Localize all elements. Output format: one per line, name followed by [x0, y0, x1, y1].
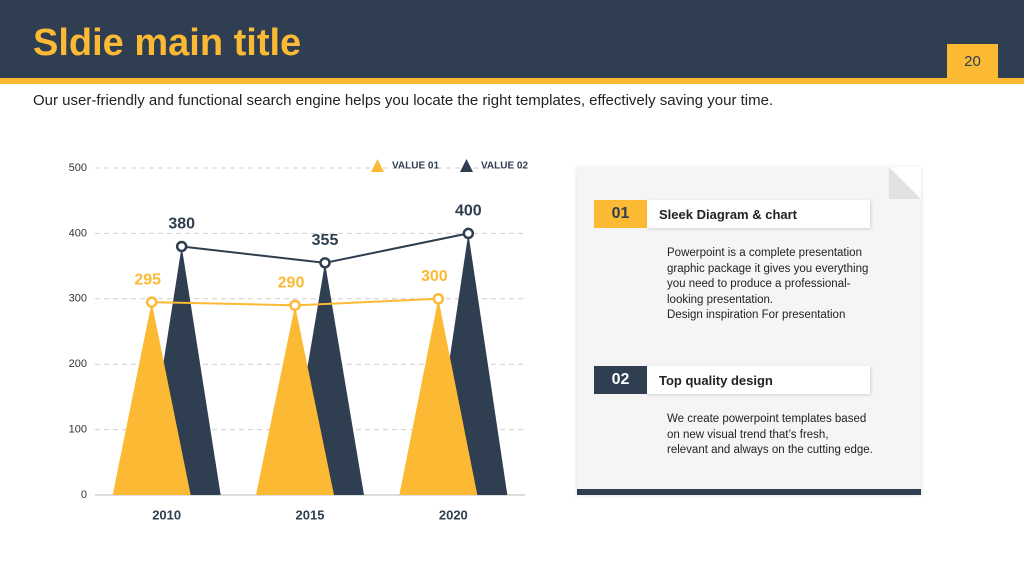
x-tick-label: 2010 — [152, 507, 181, 522]
panel-bottom-bar — [577, 489, 921, 495]
triangle-bar — [256, 305, 334, 495]
item-body-line: you need to produce a professional- — [667, 278, 851, 290]
subtitle: Our user-friendly and functional search … — [33, 92, 774, 109]
header-accent — [0, 78, 1024, 84]
y-tick-label: 0 — [81, 489, 87, 501]
chart: 0 100 200 300 400 500 VALUE 01 VALUE 02 2010 2015… — [69, 159, 528, 522]
legend-swatch — [371, 159, 384, 172]
data-label: 355 — [312, 232, 339, 249]
page-number: 20 — [947, 44, 998, 78]
item-body-line: relevant and always on the cutting edge. — [667, 444, 873, 456]
legend-label: VALUE 01 — [392, 161, 439, 172]
triangle-bar — [399, 298, 478, 495]
item-body-line: looking presentation. — [667, 293, 774, 306]
point-marker — [319, 257, 331, 269]
item-number: 02 — [594, 366, 647, 394]
item-number: 01 — [594, 200, 647, 228]
fold-flap — [889, 167, 921, 199]
x-tick-label: 2020 — [439, 507, 468, 522]
slide-title: Sldie main title — [33, 22, 302, 64]
data-label: 380 — [168, 216, 195, 233]
y-tick-label: 200 — [69, 358, 87, 370]
y-tick-label: 500 — [69, 162, 87, 174]
y-tick-label: 100 — [69, 424, 87, 436]
data-label: 400 — [455, 203, 482, 220]
legend-swatch — [460, 159, 473, 172]
item-title: Top quality design — [647, 366, 870, 394]
item-title: Sleek Diagram & chart — [647, 200, 870, 228]
point-marker — [175, 240, 188, 253]
page-fold — [889, 167, 921, 199]
point-marker — [432, 293, 445, 305]
item-body-line: on new visual trend that’s fresh, — [667, 428, 829, 441]
item-body-line: We create powerpoint templates based — [667, 413, 867, 425]
point-marker — [289, 299, 301, 312]
item-body-line: graphic package it gives you everything — [667, 262, 869, 275]
data-label: 290 — [278, 275, 305, 292]
triangle-bar — [112, 302, 191, 495]
point-marker — [145, 296, 158, 308]
item-body-line: Design inspiration For presentation — [667, 309, 846, 321]
y-tick-label: 400 — [69, 227, 87, 239]
item-body-line: Powerpoint is a complete presentation — [667, 247, 862, 259]
data-label: 295 — [134, 271, 161, 288]
data-label: 300 — [421, 268, 448, 285]
point-marker — [462, 227, 475, 240]
legend-label: VALUE 02 — [481, 161, 528, 172]
x-tick-label: 2015 — [296, 507, 325, 522]
header-bar — [0, 0, 1024, 78]
y-tick-label: 300 — [69, 293, 87, 305]
